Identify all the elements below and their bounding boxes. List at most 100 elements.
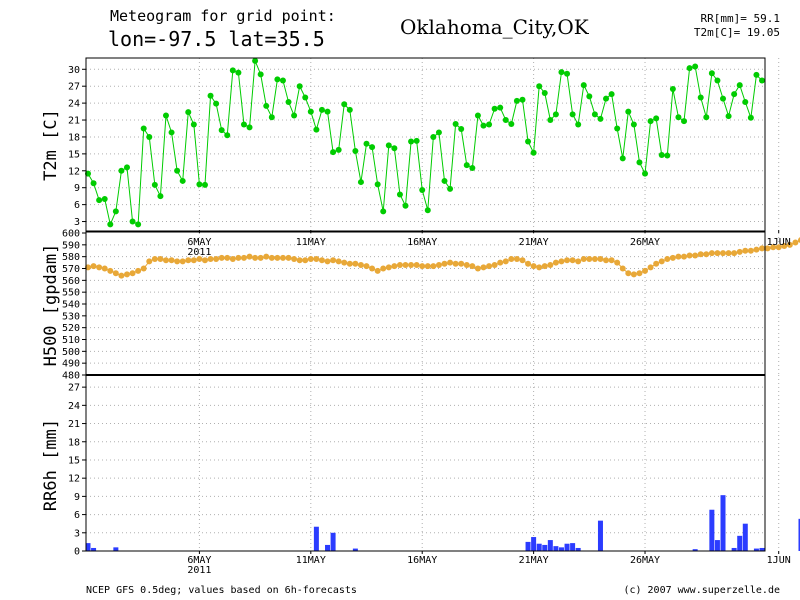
t2m-point xyxy=(201,181,208,188)
h500-point xyxy=(168,257,175,264)
t2m-point xyxy=(547,117,554,124)
h500-point xyxy=(190,257,197,264)
y-tick-label: 3 xyxy=(74,528,80,539)
t2m-point xyxy=(720,95,727,102)
footer-copyright: (c) 2007 www.superzelle.de xyxy=(623,585,780,596)
h500-point xyxy=(519,257,526,264)
h500-point xyxy=(435,261,442,268)
rr6h-bar xyxy=(547,540,553,551)
h500-point xyxy=(513,256,520,263)
t2m-point xyxy=(357,179,364,186)
h500-point xyxy=(714,250,721,257)
y-tick-label: 30 xyxy=(68,65,80,76)
h500-point xyxy=(330,257,337,264)
t2m-point xyxy=(413,137,420,144)
rr6h-bar xyxy=(737,535,743,551)
t2m-point xyxy=(96,197,103,204)
h500-point xyxy=(268,254,275,261)
t2m-point xyxy=(196,181,203,188)
t2m-point xyxy=(731,91,738,98)
axes: 3691215182124273048049050051052053054055… xyxy=(62,57,791,576)
h500-point xyxy=(341,259,348,266)
rr6h-bar xyxy=(564,543,570,551)
t2m-point xyxy=(697,94,704,101)
h500-point xyxy=(313,256,320,263)
h500-point xyxy=(775,244,782,251)
t2m-point xyxy=(708,70,715,77)
h500-point xyxy=(558,258,565,265)
h500-point xyxy=(240,254,247,261)
h500-point xyxy=(630,271,637,278)
h500-point xyxy=(107,267,114,274)
h500-point xyxy=(385,264,392,271)
h500-point xyxy=(185,257,192,264)
t2m-point xyxy=(430,133,437,140)
h500-point xyxy=(586,256,593,263)
t2m-point xyxy=(185,109,192,116)
h500-point xyxy=(129,270,136,277)
t2m-point xyxy=(725,113,732,120)
t2m-point xyxy=(642,170,649,177)
h500-point xyxy=(363,263,370,270)
t2m-line xyxy=(87,60,763,226)
y-tick-label: 9 xyxy=(74,183,80,194)
h500-point xyxy=(408,261,415,268)
h500-point xyxy=(112,270,119,277)
h500-point xyxy=(324,258,331,265)
x-date-label: 26MAY xyxy=(630,237,660,248)
y-tick-label: 21 xyxy=(68,419,80,430)
t2m-point xyxy=(207,92,214,99)
h500-point xyxy=(419,263,426,270)
t2m-point xyxy=(101,195,108,202)
x-date-label: 6MAY xyxy=(187,237,211,248)
t2m-point xyxy=(291,112,298,119)
h500-point xyxy=(669,254,676,261)
h500-point xyxy=(625,270,632,277)
h500-point xyxy=(541,263,548,270)
h500-point xyxy=(619,265,626,272)
rr6h-bar xyxy=(570,543,576,551)
t2m-point xyxy=(513,97,520,104)
h500-point xyxy=(246,253,253,260)
t2m-point xyxy=(408,138,415,145)
h500-point xyxy=(725,250,732,257)
h500-point xyxy=(552,259,559,266)
t2m-point xyxy=(391,145,398,152)
t2m-point xyxy=(385,142,392,149)
h500-point xyxy=(525,260,532,267)
t2m-point xyxy=(669,86,676,93)
t2m-point xyxy=(497,104,504,111)
t2m-point xyxy=(330,149,337,156)
h500-point xyxy=(218,254,225,261)
rr6h-bar xyxy=(558,547,564,551)
meteogram-title-coords: lon=-97.5 lat=35.5 xyxy=(108,27,325,51)
y-tick-label: 3 xyxy=(74,217,80,228)
y-tick-label: 570 xyxy=(62,264,80,275)
t2m-point xyxy=(664,152,671,159)
t2m-point xyxy=(263,102,270,109)
y-tick-label: 510 xyxy=(62,335,80,346)
meteogram-title-line1: Meteogram for grid point: xyxy=(110,7,336,25)
t2m-point xyxy=(213,100,220,107)
y-tick-label: 21 xyxy=(68,116,80,127)
t2m-point xyxy=(525,138,532,145)
rr6h-bar xyxy=(531,537,537,551)
t2m-point xyxy=(519,96,526,103)
h500-point xyxy=(396,261,403,268)
h500-point xyxy=(402,261,409,268)
t2m-point xyxy=(603,95,610,102)
t2m-point xyxy=(90,180,97,187)
t2m-point xyxy=(625,108,632,115)
t2m-point xyxy=(480,122,487,129)
t2m-point xyxy=(658,151,665,158)
t2m-point xyxy=(369,144,376,151)
t2m-point xyxy=(486,121,493,128)
y-tick-label: 520 xyxy=(62,323,80,334)
rr6h-bar xyxy=(731,547,737,551)
h500-point xyxy=(575,258,582,265)
rr6h-bar xyxy=(325,544,331,551)
t2m-point xyxy=(341,101,348,108)
t2m-point xyxy=(274,76,281,83)
t2m-point xyxy=(558,69,565,76)
rr6h-bar xyxy=(798,518,800,551)
